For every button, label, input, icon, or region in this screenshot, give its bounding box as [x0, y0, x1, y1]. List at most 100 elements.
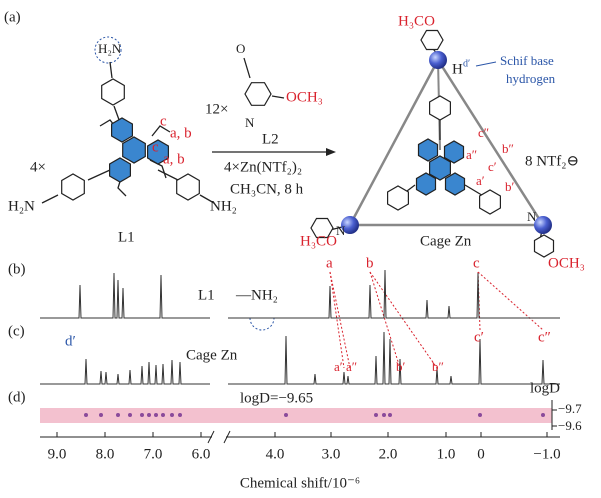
site-label: c″: [478, 125, 489, 140]
zn-ion: [341, 216, 359, 234]
ring: [444, 172, 466, 196]
conditions: CH₃CN, 8 h: [230, 181, 304, 197]
bond: [41, 194, 59, 204]
methoxy: H₃CO: [300, 233, 337, 249]
spectrum-label: Cage Zn: [186, 347, 238, 363]
spectrum: [40, 358, 210, 385]
tick-label: 6.0: [192, 446, 211, 462]
tick-label: 1.0: [437, 446, 456, 462]
tick-label: −9.6: [558, 418, 582, 433]
atom: H: [452, 61, 463, 77]
panel-label: (b): [8, 261, 26, 277]
dosy-spot: [178, 413, 182, 417]
ring: [108, 157, 131, 183]
ring: [415, 172, 437, 196]
site-label: c: [160, 113, 167, 129]
tick-label: 7.0: [144, 446, 163, 462]
site-label: a, b: [163, 151, 185, 167]
reagent: 4×Zn(NTf₂)₂: [224, 159, 302, 175]
ring: [533, 234, 555, 258]
ring: [387, 185, 409, 211]
methoxy: OCH₃: [548, 255, 585, 271]
amine: NH₂: [210, 198, 237, 214]
compound-name: Cage Zn: [420, 233, 472, 249]
peak-shift-lines: [329, 271, 544, 369]
axis-break: [207, 430, 215, 444]
dosy-spot: [478, 413, 482, 417]
site-label: a, b: [170, 125, 192, 141]
site-label: c′: [488, 159, 497, 174]
bond: [109, 61, 113, 79]
amine-label: —NH₂: [235, 287, 278, 303]
amine-highlight: [94, 36, 122, 64]
dosy-spot: [140, 413, 144, 417]
site-label: b″: [502, 141, 514, 156]
ring: [443, 140, 465, 164]
ring: [147, 139, 169, 165]
ring: [110, 117, 133, 143]
logd-value: logD=−9.65: [240, 390, 313, 406]
tick-label: −1.0: [533, 446, 560, 462]
site-label: c: [152, 139, 159, 155]
spectrum: [228, 269, 560, 319]
dosy-spot: [388, 413, 392, 417]
axis-title: Chemical shift/10⁻⁶: [240, 475, 360, 491]
dosy-spot: [147, 413, 151, 417]
tick-label: 3.0: [322, 446, 341, 462]
ring: [176, 173, 200, 201]
methoxy: OCH₃: [286, 89, 323, 105]
axis-break: [223, 430, 231, 444]
peak-label: a″: [346, 359, 357, 374]
axis-title: logD: [530, 380, 560, 396]
atom: N: [245, 115, 255, 130]
bond: [87, 169, 111, 181]
dosy-spot: [128, 413, 132, 417]
peak-label: b′: [396, 359, 406, 374]
spectrum-label: L1: [198, 287, 215, 303]
ring: [101, 78, 125, 106]
peak-label: b″: [432, 359, 444, 374]
ring: [244, 82, 272, 106]
tick-label: −9.7: [558, 401, 582, 416]
cage-edge: [347, 57, 546, 227]
amine: H₂N: [8, 198, 35, 214]
amine: H₂N: [98, 41, 122, 56]
dosy-band: [40, 408, 552, 423]
multiplier: 12×: [205, 101, 228, 117]
ring: [429, 155, 451, 181]
peak-label: c: [473, 255, 480, 271]
spectrum: [228, 331, 560, 385]
site-label: a′: [476, 173, 485, 188]
zn-ion: [534, 216, 552, 234]
site-label: b′: [505, 179, 515, 194]
multiplier: 4×: [30, 159, 46, 175]
annotation-line: [475, 61, 497, 67]
ring: [479, 189, 501, 215]
tick-label: 0: [477, 446, 485, 462]
ring: [310, 217, 334, 239]
ring: [420, 29, 444, 51]
dosy-spot: [170, 413, 174, 417]
bond: [271, 95, 285, 99]
ring: [417, 138, 439, 162]
ring: [122, 136, 146, 164]
bond: [243, 57, 251, 79]
proton-label: d′: [463, 58, 470, 69]
zn-ion: [429, 51, 447, 69]
atom: O: [236, 41, 245, 56]
dosy-spot: [116, 413, 120, 417]
dosy-spot: [161, 413, 165, 417]
tick-label: 8.0: [96, 446, 115, 462]
spectrum: [40, 272, 210, 319]
tick-label: 4.0: [266, 446, 285, 462]
tick-label: 2.0: [379, 446, 398, 462]
bond: [157, 169, 179, 181]
ethyl: [151, 125, 171, 137]
peak-label: a: [326, 255, 333, 271]
peak-label: a′: [334, 359, 343, 374]
dosy-spot: [284, 413, 288, 417]
dosy-spot: [99, 413, 103, 417]
atom: N: [336, 223, 346, 238]
annotation: hydrogen: [506, 71, 556, 86]
